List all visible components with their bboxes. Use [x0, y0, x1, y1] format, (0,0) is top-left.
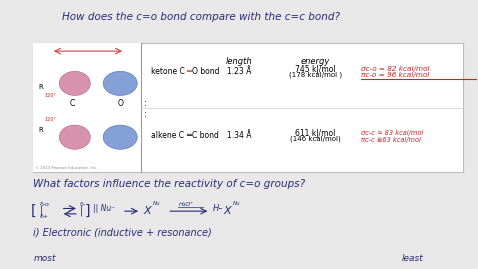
FancyBboxPatch shape — [33, 43, 141, 172]
Text: (178 kcal/mol ): (178 kcal/mol ) — [289, 71, 342, 78]
Ellipse shape — [103, 125, 137, 149]
Text: |: | — [80, 206, 83, 217]
Text: δ-: δ- — [40, 202, 46, 207]
Text: [: [ — [31, 204, 37, 218]
Text: C bond: C bond — [192, 131, 219, 140]
Text: Nu: Nu — [153, 201, 161, 206]
Text: ═: ═ — [186, 67, 191, 76]
Text: πc-c ≣63 kcal/mol: πc-c ≣63 kcal/mol — [361, 137, 421, 143]
Text: ═: ═ — [186, 131, 191, 140]
Text: R: R — [38, 84, 43, 90]
Text: © 2013 Pearson Education, Inc.: © 2013 Pearson Education, Inc. — [35, 167, 97, 171]
Text: 120°: 120° — [44, 117, 56, 122]
Text: || Nu⁻: || Nu⁻ — [93, 204, 116, 213]
Text: C: C — [70, 99, 75, 108]
Text: :: : — [144, 110, 147, 119]
Text: X: X — [143, 206, 151, 216]
Text: δ-: δ- — [80, 202, 86, 207]
Text: How does the c=o bond compare with the c=c bond?: How does the c=o bond compare with the c… — [62, 12, 340, 22]
Text: X: X — [224, 206, 231, 216]
Text: ]: ] — [85, 204, 91, 218]
Text: O bond: O bond — [192, 67, 220, 76]
Ellipse shape — [103, 71, 137, 95]
Text: 1.34 Å: 1.34 Å — [227, 131, 251, 140]
FancyBboxPatch shape — [33, 43, 463, 172]
Text: σc-o = 82 kcal/mol: σc-o = 82 kcal/mol — [361, 66, 429, 72]
Text: H–: H– — [213, 204, 223, 213]
Text: 1.23 Å: 1.23 Å — [227, 67, 251, 76]
Text: (146 kcal/mol): (146 kcal/mol) — [290, 136, 341, 142]
Text: o: o — [44, 202, 48, 207]
Text: O: O — [117, 99, 123, 108]
Text: δ+: δ+ — [40, 214, 49, 219]
Text: i) Electronic (inductive + resonance): i) Electronic (inductive + resonance) — [33, 227, 212, 237]
Text: least: least — [402, 254, 424, 263]
Text: πc-o = 96 kcal/mol: πc-o = 96 kcal/mol — [361, 72, 429, 78]
Text: 120°: 120° — [44, 93, 56, 98]
Text: length: length — [226, 57, 252, 66]
Text: energy: energy — [301, 57, 330, 66]
Ellipse shape — [59, 71, 90, 95]
Text: H₃O⁺: H₃O⁺ — [179, 202, 195, 207]
Text: σc-c ≈ 83 kcal/mol: σc-c ≈ 83 kcal/mol — [361, 130, 423, 136]
Text: |: | — [40, 206, 43, 217]
Text: :: : — [144, 99, 147, 108]
Ellipse shape — [59, 125, 90, 149]
Text: alkene C: alkene C — [151, 131, 184, 140]
Text: ketone C: ketone C — [151, 67, 185, 76]
Text: R: R — [38, 127, 43, 133]
Text: most: most — [33, 254, 56, 263]
Text: Nu: Nu — [233, 201, 241, 206]
Text: 611 kJ/mol: 611 kJ/mol — [295, 129, 336, 139]
Text: 745 kJ/mol: 745 kJ/mol — [295, 65, 336, 74]
Text: What factors influence the reactivity of c=o groups?: What factors influence the reactivity of… — [33, 179, 305, 189]
